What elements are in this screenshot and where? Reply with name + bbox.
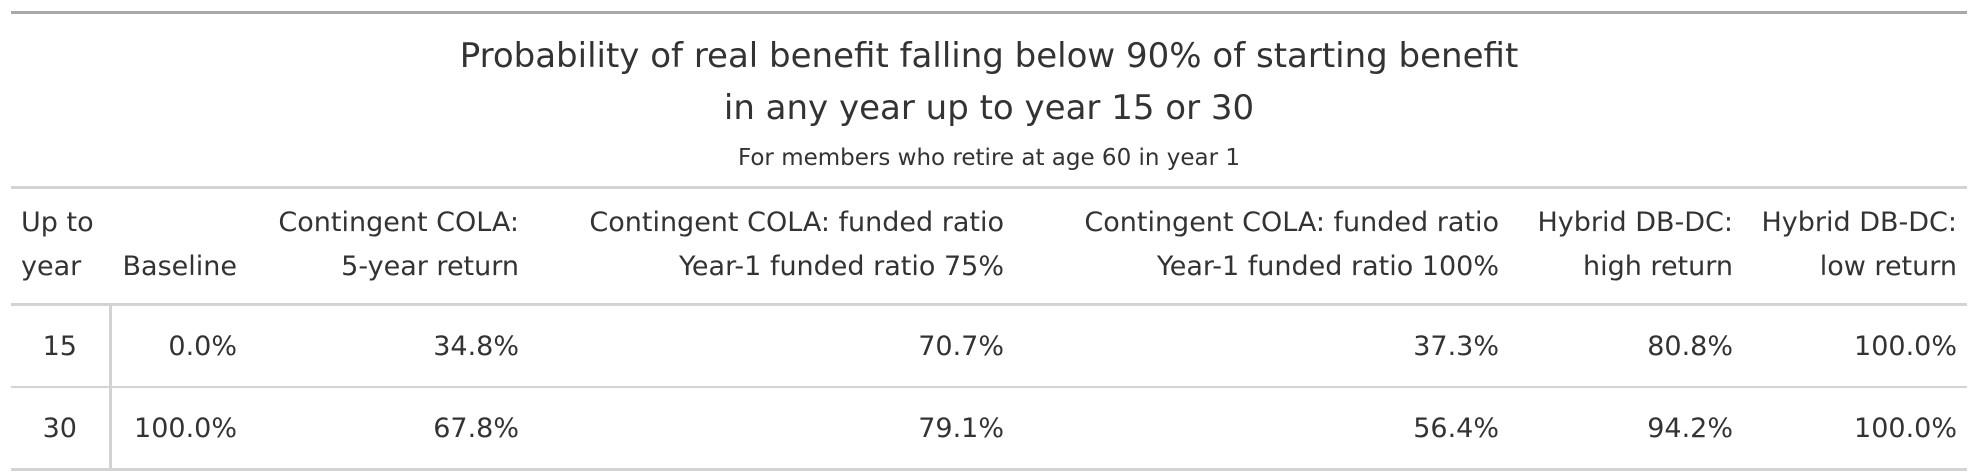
table-row: 15 0.0% 34.8% 70.7% 37.3% 80.8% 100.0% [11,304,1967,388]
table-subtitle: For members who retire at age 60 in year… [737,145,1241,171]
column-header-up-to-year: Up to year [11,187,110,306]
table-row: 30 100.0% 67.8% 79.1% 56.4% 94.2% 100.0% [11,387,1967,471]
table-cell: 100.0% [1743,304,1967,388]
table-cell: 100.0% [110,387,247,471]
results-table: Up to year Baseline Contingent COLA: 5-y… [11,186,1967,471]
table-title-line-1: Probability of real benefit falling belo… [459,36,1519,76]
table-title-line-2: in any year up to year 15 or 30 [723,88,1255,128]
table-heading: Probability of real benefit falling belo… [11,14,1967,186]
row-stub-year: 30 [11,387,112,471]
column-header-baseline: Baseline [110,187,247,306]
table-cell: 67.8% [247,387,529,471]
column-header-contingent-cola-fr100: Contingent COLA: funded ratio Year-1 fun… [1014,187,1509,306]
table-cell: 37.3% [1014,304,1509,388]
table-cell: 94.2% [1509,387,1743,471]
table-cell: 80.8% [1509,304,1743,388]
column-header-hybrid-low-return: Hybrid DB-DC: low return [1743,187,1967,306]
row-stub-year: 15 [11,304,112,388]
column-header-contingent-cola-5yr: Contingent COLA: 5-year return [247,187,529,306]
table-cell: 56.4% [1014,387,1509,471]
table-cell: 70.7% [529,304,1014,388]
column-header-hybrid-high-return: Hybrid DB-DC: high return [1509,187,1743,306]
results-table-container: Probability of real benefit falling belo… [11,11,1967,471]
table-cell: 0.0% [110,304,247,388]
header-row: Up to year Baseline Contingent COLA: 5-y… [11,187,1967,306]
table-cell: 100.0% [1743,387,1967,471]
table-cell: 34.8% [247,304,529,388]
table-cell: 79.1% [529,387,1014,471]
column-header-contingent-cola-fr75: Contingent COLA: funded ratio Year-1 fun… [529,187,1014,306]
